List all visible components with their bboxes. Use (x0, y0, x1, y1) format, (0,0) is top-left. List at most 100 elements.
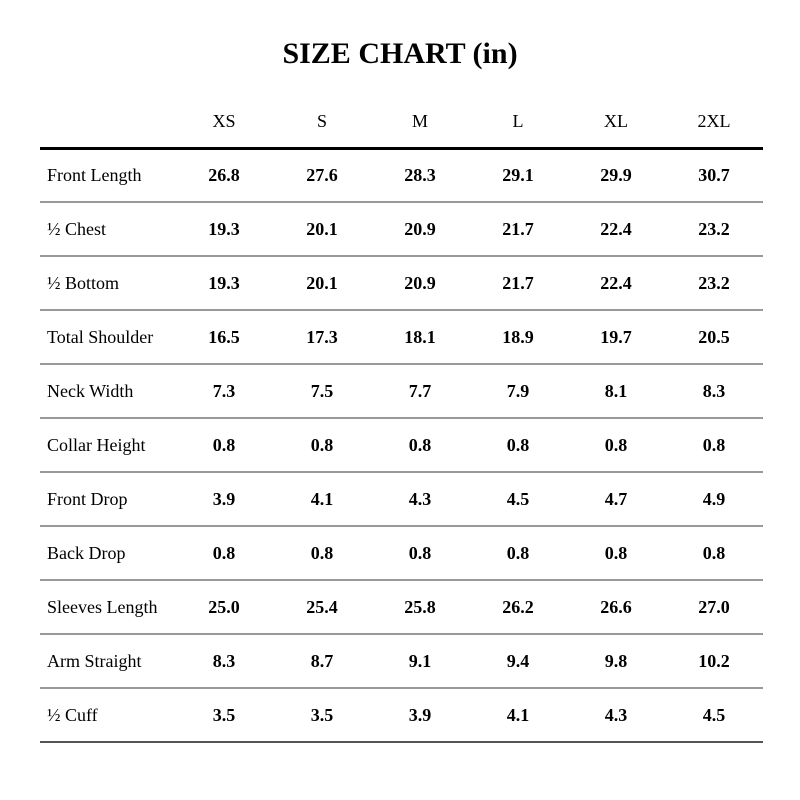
measurement-value: 22.4 (600, 272, 632, 293)
row-label: Total Shoulder (47, 326, 154, 347)
row-label: Front Length (47, 164, 142, 185)
measurement-value: 9.4 (506, 650, 530, 671)
table-row: Front Length 26.8 27.6 28.3 29.1 29.9 30.7 (40, 148, 763, 202)
measurement-value: 4.9 (702, 488, 726, 509)
measurement-value: 20.1 (306, 218, 338, 239)
measurement-value: 27.0 (698, 596, 730, 617)
table-row: ½ Chest 19.3 20.1 20.9 21.7 22.4 23.2 (40, 202, 763, 256)
column-header-2xl: 2XL (697, 110, 731, 131)
measurement-value: 23.2 (698, 272, 730, 293)
measurement-value: 8.1 (604, 380, 628, 401)
column-header-s: S (316, 110, 327, 131)
measurement-value: 26.6 (600, 596, 632, 617)
measurement-value: 0.8 (702, 434, 726, 455)
measurement-value: 28.3 (404, 164, 436, 185)
size-table-header: XS S M L XL 2XL (40, 96, 763, 148)
measurement-value: 20.1 (306, 272, 338, 293)
row-label: Collar Height (47, 434, 146, 455)
measurement-value: 4.5 (506, 488, 530, 509)
table-row: Neck Width 7.3 7.5 7.7 7.9 8.1 8.3 (40, 364, 763, 418)
measurement-value: 3.9 (408, 704, 432, 725)
measurement-value: 3.5 (310, 704, 334, 725)
size-table-body: Front Length 26.8 27.6 28.3 29.1 29.9 30.7 ½ Ch… (40, 148, 763, 742)
measurement-value: 4.5 (702, 704, 726, 725)
measurement-value: 3.9 (212, 488, 236, 509)
row-label: Front Drop (47, 488, 128, 509)
table-row: ½ Bottom 19.3 20.1 20.9 21.7 22.4 23.2 (40, 256, 763, 310)
measurement-value: 8.7 (310, 650, 334, 671)
measurement-value: 27.6 (306, 164, 338, 185)
table-row: Back Drop 0.8 0.8 0.8 0.8 0.8 0.8 (40, 526, 763, 580)
measurement-value: 25.0 (208, 596, 240, 617)
measurement-value: 0.8 (408, 542, 432, 563)
row-label: Back Drop (47, 542, 126, 563)
measurement-value: 0.8 (604, 542, 628, 563)
measurement-value: 18.1 (404, 326, 436, 347)
measurement-value: 0.8 (310, 434, 334, 455)
measurement-value: 9.8 (604, 650, 628, 671)
table-row: Total Shoulder 16.5 17.3 18.1 18.9 19.7 20.5 (40, 310, 763, 364)
measurement-value: 19.7 (600, 326, 632, 347)
measurement-value: 22.4 (600, 218, 632, 239)
measurement-value: 29.9 (600, 164, 632, 185)
measurement-value: 0.8 (212, 542, 236, 563)
measurement-value: 21.7 (502, 272, 534, 293)
measurement-value: 4.3 (408, 488, 432, 509)
table-row: ½ Cuff 3.5 3.5 3.9 4.1 4.3 4.5 (40, 688, 763, 742)
measurement-value: 4.3 (604, 704, 628, 725)
measurement-value: 25.8 (404, 596, 436, 617)
measurement-value: 0.8 (604, 434, 628, 455)
size-chart-table: XS S M L XL 2XL Front Length 26.8 27.6 28.3 29.1 2… (40, 96, 763, 743)
measurement-value: 20.5 (698, 326, 730, 347)
measurement-value: 20.9 (404, 272, 436, 293)
column-header-xs: XS (212, 110, 236, 131)
table-row: Sleeves Length 25.0 25.4 25.8 26.2 26.6 27.0 (40, 580, 763, 634)
table-row: Arm Straight 8.3 8.7 9.1 9.4 9.8 10.2 (40, 634, 763, 688)
row-label: Sleeves Length (47, 596, 158, 617)
measurement-value: 0.8 (310, 542, 334, 563)
measurement-value: 26.2 (502, 596, 534, 617)
table-row: Collar Height 0.8 0.8 0.8 0.8 0.8 0.8 (40, 418, 763, 472)
measurement-value: 26.8 (208, 164, 240, 185)
measurement-value: 4.7 (604, 488, 628, 509)
measurement-value: 30.7 (698, 164, 730, 185)
measurement-value: 29.1 (502, 164, 534, 185)
measurement-value: 7.3 (212, 380, 236, 401)
measurement-value: 9.1 (408, 650, 432, 671)
measurement-value: 7.5 (310, 380, 334, 401)
column-header-l: L (512, 110, 524, 131)
measurement-value: 25.4 (306, 596, 338, 617)
measurement-value: 4.1 (506, 704, 530, 725)
table-row: Front Drop 3.9 4.1 4.3 4.5 4.7 4.9 (40, 472, 763, 526)
measurement-value: 19.3 (208, 218, 240, 239)
measurement-value: 10.2 (698, 650, 730, 671)
measurement-value: 0.8 (506, 542, 530, 563)
measurement-value: 23.2 (698, 218, 730, 239)
measurement-value: 20.9 (404, 218, 436, 239)
measurement-value: 0.8 (506, 434, 530, 455)
measurement-value: 17.3 (306, 326, 338, 347)
column-header-m: M (411, 110, 428, 131)
measurement-value: 8.3 (702, 380, 726, 401)
measurement-value: 8.3 (212, 650, 236, 671)
measurement-value: 18.9 (502, 326, 534, 347)
measurement-value: 19.3 (208, 272, 240, 293)
measurement-value: 7.9 (506, 380, 530, 401)
measurement-value: 4.1 (310, 488, 334, 509)
row-label: Neck Width (47, 380, 134, 401)
column-header-xl: XL (604, 110, 628, 131)
header-empty-cell (40, 96, 175, 148)
row-label: ½ Chest (47, 218, 107, 239)
measurement-value: 0.8 (702, 542, 726, 563)
measurement-value: 0.8 (408, 434, 432, 455)
header-row: XS S M L XL 2XL (40, 96, 763, 148)
measurement-value: 21.7 (502, 218, 534, 239)
measurement-value: 7.7 (408, 380, 432, 401)
measurement-value: 0.8 (212, 434, 236, 455)
measurement-value: 3.5 (212, 704, 236, 725)
measurement-value: 16.5 (208, 326, 240, 347)
row-label: ½ Bottom (47, 272, 120, 293)
page-title: SIZE CHART (in) (282, 37, 518, 70)
row-label: Arm Straight (47, 650, 142, 671)
